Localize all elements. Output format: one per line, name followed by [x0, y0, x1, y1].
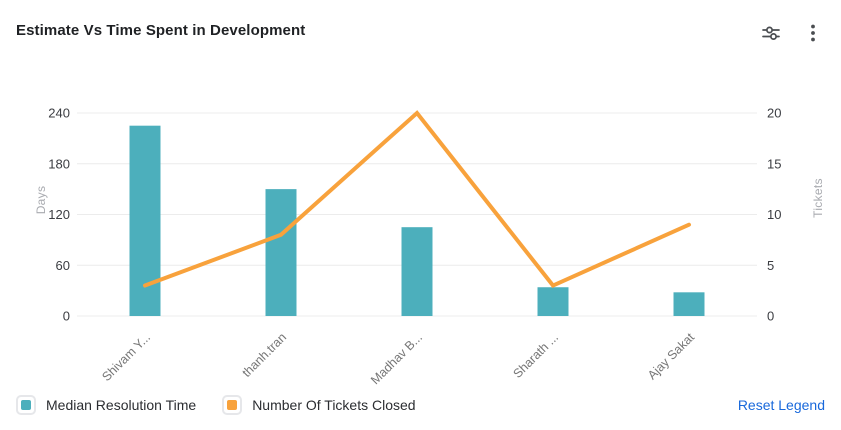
bar-median-resolution-time — [537, 287, 569, 316]
chart-title: Estimate Vs Time Spent in Development — [16, 22, 306, 39]
right-axis-tick: 20 — [767, 106, 781, 121]
bar-median-resolution-time — [673, 292, 705, 316]
left-axis-tick: 60 — [56, 258, 70, 273]
legend-marker — [222, 395, 243, 415]
left-axis-title: Days — [34, 186, 48, 215]
left-axis-tick: 120 — [48, 207, 70, 222]
left-axis-tick: 0 — [63, 309, 70, 324]
line-series-swatch — [227, 400, 238, 410]
x-axis-category-label: Shivam Y... — [99, 330, 153, 384]
chart-menu-button[interactable] — [797, 18, 829, 50]
right-axis-tick: 5 — [767, 258, 774, 273]
chart-settings-button[interactable] — [755, 18, 787, 50]
right-axis-tick: 10 — [767, 207, 781, 222]
legend-label: Number Of Tickets Closed — [252, 397, 416, 413]
line-number-of-tickets-closed — [143, 110, 691, 289]
bar-median-resolution-time — [401, 227, 433, 316]
right-axis-title: Tickets — [811, 178, 825, 218]
right-axis-tick: 0 — [767, 309, 774, 324]
legend-item-number-of-tickets-closed[interactable]: Number Of Tickets Closed — [222, 395, 416, 415]
sliders-icon — [759, 21, 783, 48]
left-axis-tick: 240 — [48, 106, 70, 121]
legend-item-median-resolution-time[interactable]: Median Resolution Time — [16, 395, 196, 415]
x-axis-category-label: Ajay Sakat — [645, 330, 698, 383]
x-axis-category-label: Madhav B... — [368, 330, 425, 387]
legend-marker — [16, 395, 36, 415]
legend-items: Median Resolution Time Number Of Tickets… — [16, 395, 416, 415]
legend-label: Median Resolution Time — [46, 397, 197, 413]
reset-legend-link[interactable]: Reset Legend — [737, 397, 825, 413]
x-axis-category-label: thanh.tran — [239, 330, 289, 380]
left-axis-tick: 180 — [48, 156, 70, 171]
chart-legend: Median Resolution Time Number Of Tickets… — [16, 388, 825, 422]
x-axis-category-label: Sharath ... — [510, 330, 561, 381]
kebab-menu-icon — [801, 21, 825, 48]
right-axis-tick: 15 — [767, 156, 781, 171]
chart-toolbar — [755, 18, 829, 50]
bar-median-resolution-time — [265, 189, 297, 316]
bar-series-swatch — [21, 400, 31, 410]
